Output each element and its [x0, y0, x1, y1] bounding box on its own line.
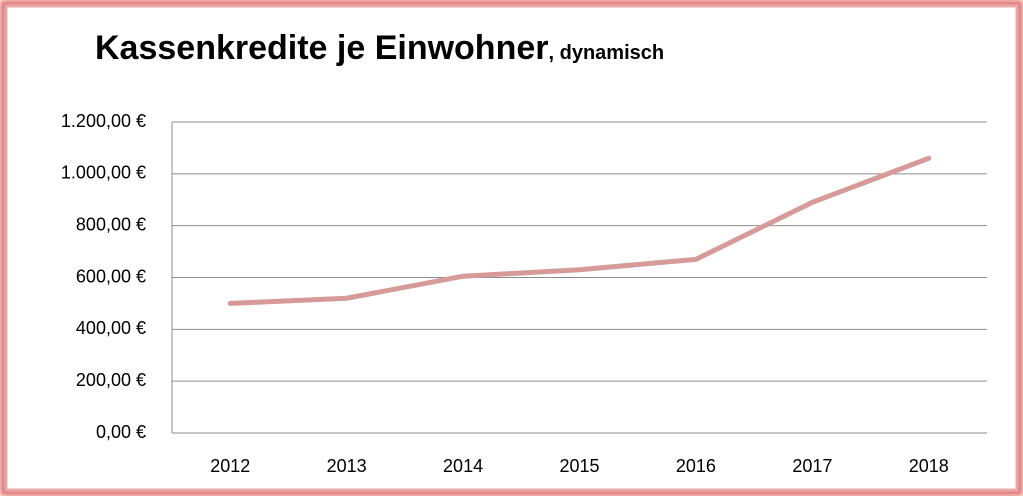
chart-title: Kassenkredite je Einwohner, dynamisch	[95, 29, 664, 67]
y-tick-label: 400,00 €	[76, 318, 146, 338]
x-tick-label: 2012	[210, 456, 250, 476]
y-tick-label: 600,00 €	[76, 266, 146, 286]
y-tick-label: 1.200,00 €	[61, 111, 146, 131]
x-tick-label: 2013	[327, 456, 367, 476]
x-tick-label: 2014	[443, 456, 483, 476]
y-tick-label: 1.000,00 €	[61, 163, 146, 183]
y-tick-label: 800,00 €	[76, 214, 146, 234]
x-tick-label: 2018	[909, 456, 949, 476]
x-tick-label: 2016	[676, 456, 716, 476]
frame	[4, 4, 1019, 492]
x-tick-label: 2017	[792, 456, 832, 476]
subtitle: , dynamisch	[549, 42, 665, 64]
data-line	[227, 155, 932, 306]
y-tick-label: 0,00 €	[96, 422, 146, 442]
x-tick-label: 2015	[559, 456, 599, 476]
y-tick-label: 200,00 €	[76, 370, 146, 390]
title: Kassenkredite je Einwohner	[95, 29, 549, 67]
